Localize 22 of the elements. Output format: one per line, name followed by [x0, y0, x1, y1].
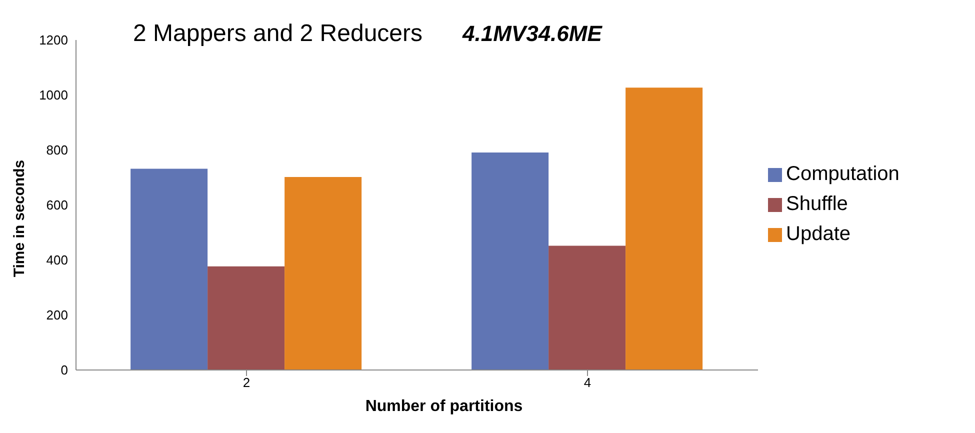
- y-axis-title: Time in seconds: [12, 159, 29, 277]
- chart-subtitle: 4.1MV34.6ME: [462, 21, 602, 46]
- x-tick-label: 2: [242, 375, 250, 390]
- y-tick-label: 400: [46, 252, 68, 268]
- bar: [626, 88, 703, 370]
- bar: [548, 246, 626, 370]
- bar: [284, 176, 362, 370]
- chart-title: 2 Mappers and 2 Reducers: [133, 20, 422, 47]
- legend-label: Update: [786, 223, 850, 245]
- x-tick-label: 4: [584, 375, 592, 390]
- y-tick-label: 1200: [39, 32, 68, 48]
- y-tick-label: 200: [46, 308, 68, 323]
- bar: [208, 266, 285, 370]
- y-tick-label: 800: [46, 142, 68, 158]
- x-axis-title: Number of partitions: [364, 398, 524, 416]
- y-tick-label: 1000: [39, 88, 68, 103]
- legend-label: Shuffle: [786, 193, 848, 215]
- bar: [472, 152, 549, 370]
- y-tick-label: 600: [46, 198, 68, 213]
- legend-label: Computation: [786, 163, 900, 185]
- y-tick-label: 0: [60, 362, 68, 378]
- bar: [130, 168, 208, 370]
